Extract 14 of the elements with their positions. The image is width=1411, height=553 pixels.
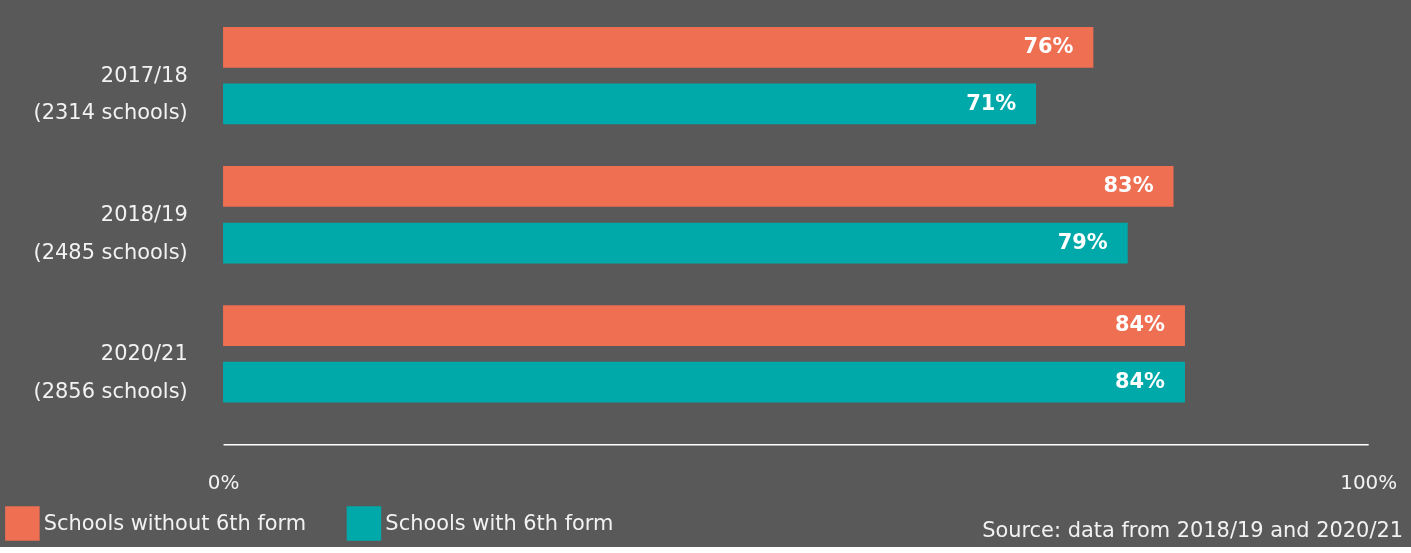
x-tick-label: 0% <box>207 470 240 494</box>
legend-label: Schools with 6th form <box>385 510 614 535</box>
y-tick-label: 2017/18 (2314 schools) <box>33 62 188 125</box>
data-label: 84% <box>1115 312 1166 337</box>
legend-label: Schools without 6th form <box>43 510 307 535</box>
data-label: 76% <box>1023 34 1074 59</box>
data-label: 84% <box>1115 369 1166 394</box>
y-tick-label: 2020/21 (2856 schools) <box>33 340 188 403</box>
source-note: Source: data from 2018/19 and 2020/21 <box>982 517 1404 542</box>
data-label: 71% <box>966 90 1017 115</box>
data-label: 83% <box>1103 173 1154 198</box>
y-tick-label: 2018/19 (2485 schools) <box>33 201 188 264</box>
x-tick-label: 100% <box>1340 470 1398 494</box>
data-label: 79% <box>1057 230 1108 255</box>
